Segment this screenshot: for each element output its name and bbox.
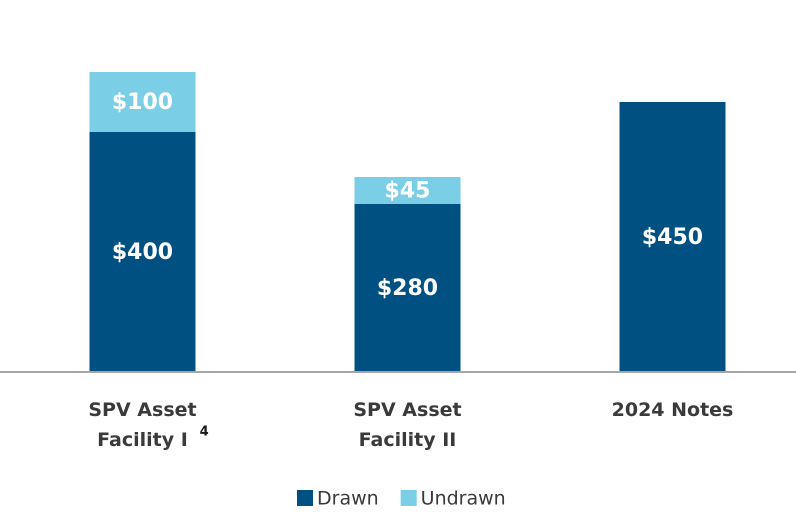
legend-label: Undrawn xyxy=(421,488,506,510)
data-label: $100 xyxy=(112,90,173,115)
data-label: $45 xyxy=(385,179,431,204)
footnote-marker: 4 xyxy=(200,425,209,440)
legend-swatch xyxy=(297,490,313,506)
x-tick-label: SPV Asset Facility I xyxy=(88,399,196,451)
data-label: $400 xyxy=(112,240,173,265)
bar-segment xyxy=(89,72,196,132)
legend-swatch xyxy=(400,490,417,506)
data-label: $280 xyxy=(377,276,438,301)
bar-segment xyxy=(89,132,196,372)
bar-segment xyxy=(354,204,461,372)
x-tick-label: SPV Asset Facility II xyxy=(353,399,461,451)
bar-segment xyxy=(354,177,461,204)
data-label: $450 xyxy=(642,225,703,250)
legend-label: Drawn xyxy=(317,488,379,510)
bar-segment xyxy=(619,102,726,372)
x-tick-label: 2024 Notes xyxy=(612,399,734,421)
